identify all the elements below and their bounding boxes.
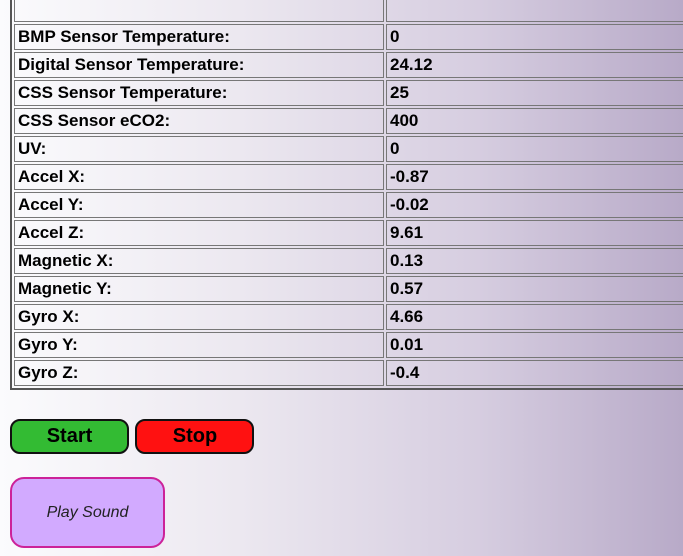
sensor-label: Accel X:	[14, 164, 384, 190]
table-row: Accel Z: 9.61	[14, 220, 683, 246]
sensor-label: Magnetic Y:	[14, 276, 384, 302]
sensor-value: 25	[386, 80, 683, 106]
table-row	[14, 0, 683, 22]
sensor-value: 0.13	[386, 248, 683, 274]
table-row: Accel X: -0.87	[14, 164, 683, 190]
table-row: Gyro Z: -0.4	[14, 360, 683, 386]
sensor-label: Gyro Z:	[14, 360, 384, 386]
stop-button[interactable]: Stop	[135, 419, 255, 454]
sensor-table-container: BMP Sensor Temperature: 0 Digital Sensor T…	[10, 0, 683, 390]
table-row: CSS Sensor eCO2: 400	[14, 108, 683, 134]
sensor-value: -0.4	[386, 360, 683, 386]
sensor-value: 400	[386, 108, 683, 134]
sensor-label: Magnetic X:	[14, 248, 384, 274]
sensor-table-body: BMP Sensor Temperature: 0 Digital Sensor T…	[14, 0, 683, 386]
sensor-label: UV:	[14, 136, 384, 162]
sensor-label	[14, 0, 384, 22]
sensor-label: Digital Sensor Temperature:	[14, 52, 384, 78]
sensor-label: Gyro X:	[14, 304, 384, 330]
sensor-label: Accel Z:	[14, 220, 384, 246]
table-row: Gyro Y: 0.01	[14, 332, 683, 358]
sensor-value: 4.66	[386, 304, 683, 330]
sensor-value: -0.87	[386, 164, 683, 190]
sensor-label: Gyro Y:	[14, 332, 384, 358]
sensor-table: BMP Sensor Temperature: 0 Digital Sensor T…	[12, 0, 683, 388]
sensor-value: 0.57	[386, 276, 683, 302]
table-row: Gyro X: 4.66	[14, 304, 683, 330]
sensor-label: BMP Sensor Temperature:	[14, 24, 384, 50]
table-row: Magnetic X: 0.13	[14, 248, 683, 274]
table-row: UV: 0	[14, 136, 683, 162]
sensor-value: 9.61	[386, 220, 683, 246]
table-row: Digital Sensor Temperature: 24.12	[14, 52, 683, 78]
table-row: Magnetic Y: 0.57	[14, 276, 683, 302]
sensor-value: 24.12	[386, 52, 683, 78]
table-row: BMP Sensor Temperature: 0	[14, 24, 683, 50]
table-row: Accel Y: -0.02	[14, 192, 683, 218]
sensor-value: 0	[386, 24, 683, 50]
sensor-value: 0	[386, 136, 683, 162]
start-button[interactable]: Start	[10, 419, 129, 454]
control-buttons: Start Stop	[10, 419, 256, 454]
table-row: CSS Sensor Temperature: 25	[14, 80, 683, 106]
sensor-label: Accel Y:	[14, 192, 384, 218]
sensor-value: 0.01	[386, 332, 683, 358]
play-sound-button[interactable]: Play Sound	[10, 477, 165, 548]
sensor-value: -0.02	[386, 192, 683, 218]
sensor-label: CSS Sensor Temperature:	[14, 80, 384, 106]
sensor-value	[386, 0, 683, 22]
sensor-label: CSS Sensor eCO2:	[14, 108, 384, 134]
